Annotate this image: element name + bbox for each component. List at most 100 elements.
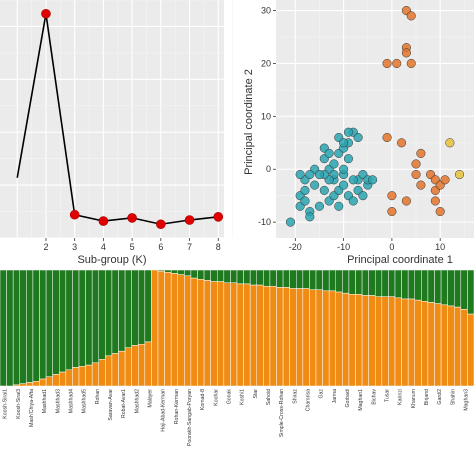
structure-bar-green-segment	[249, 269, 258, 286]
line-path	[16, 13, 219, 226]
structure-bar-orange-segment	[138, 343, 146, 387]
structure-bar-green-segment	[296, 269, 304, 289]
structure-bar-green-segment	[78, 269, 86, 367]
structure-bar-green-segment	[85, 269, 93, 366]
scatter-y-axis-title: Principal coordinate 2	[243, 69, 255, 175]
structure-bar-orange-segment	[52, 374, 60, 387]
scatter-point	[300, 196, 310, 206]
structure-bar-orange-segment	[454, 306, 462, 387]
structure-bar-green-segment	[223, 269, 231, 284]
structure-bar-green-segment	[190, 269, 198, 279]
structure-category-label: Haji-Abad-Kerman	[161, 389, 167, 432]
structure-bar-green-segment	[131, 269, 139, 346]
line-series	[16, 8, 224, 230]
structure-bar-green-segment	[12, 269, 21, 386]
structure-bar-green-segment	[348, 269, 356, 295]
structure-category-labels: Koosh-Sirai1 Koosh-Sirai3 Mash'Chiya-Afta M…	[3, 389, 470, 447]
structure-bar-green-segment	[355, 269, 363, 295]
structure-bar-orange-segment	[32, 381, 40, 387]
scatter-point	[411, 159, 421, 169]
structure-bar-green-segment	[269, 269, 277, 287]
structure-category-label: Mashhad1	[42, 389, 48, 413]
structure-bar-green-segment	[335, 269, 343, 293]
structure-bar-orange-segment	[151, 269, 159, 387]
structure-bar-orange-segment	[427, 302, 435, 387]
structure-bar-orange-segment	[440, 304, 448, 387]
structure-bar-orange-segment	[282, 287, 290, 387]
structure-bar-green-segment	[342, 269, 350, 294]
structure-bar-orange-segment	[407, 298, 415, 387]
structure-bar-green-segment	[309, 269, 317, 290]
scatter-x-axis-title: Principal coordinate 1	[347, 254, 453, 266]
structure-bar-orange-segment	[184, 275, 192, 387]
line-x-tick-label: 7	[187, 242, 192, 252]
structure-bar-green-segment	[407, 269, 415, 300]
structure-bar-orange-segment	[348, 294, 356, 387]
structure-category-label: Mashhad3	[55, 389, 61, 413]
structure-bar-green-segment	[217, 269, 225, 282]
structure-bar-green-segment	[98, 269, 106, 360]
scatter-x-tick-label: -10	[337, 242, 350, 252]
structure-bar-green-segment	[276, 269, 284, 288]
structure-bar-orange-segment	[388, 296, 396, 387]
line-x-tick-labels: 2 3 4 5 6 7 8	[43, 238, 221, 252]
structure-bar-green-segment	[427, 269, 435, 303]
structure-bar-green-segment	[263, 269, 271, 287]
structure-category-label: Saravan-Avar	[108, 389, 114, 421]
structure-bar-green-segment	[460, 269, 468, 310]
scatter-point	[305, 212, 315, 222]
scatter-point	[285, 217, 296, 227]
structure-bar-green-segment	[256, 269, 264, 286]
line-x-tick-label: 2	[43, 242, 48, 252]
structure-bar-orange-segment	[296, 288, 304, 387]
structure-bar-green-segment	[282, 269, 290, 288]
structure-bar-orange-segment	[72, 367, 80, 387]
scatter-point	[305, 169, 315, 180]
scatter-point	[411, 169, 421, 180]
structure-category-label: Simple-Cross-Rohan	[279, 389, 285, 437]
structure-bar-green-segment	[177, 269, 185, 275]
scatter-y-tick-label: 10	[261, 111, 271, 121]
structure-bar-orange-segment	[105, 355, 113, 387]
structure-category-label: Koosh-Sirai1	[3, 389, 9, 419]
structure-bar-orange-segment	[59, 371, 67, 387]
structure-bar-orange-segment	[12, 384, 21, 387]
structure-bar-orange-segment	[368, 295, 376, 387]
structure-bar-orange-segment	[164, 272, 172, 387]
structure-category-label: Khanum	[411, 389, 417, 408]
structure-bar-green-segment	[467, 269, 474, 315]
structure-category-label: Gonak	[226, 389, 232, 405]
scatter-point	[445, 138, 455, 148]
structure-bar-green-segment	[91, 269, 99, 364]
structure-category-label: Koshi1	[240, 389, 246, 405]
structure-bar-orange-segment	[355, 294, 363, 387]
structure-bar-orange-segment	[85, 364, 93, 387]
structure-bar-green-segment	[381, 269, 389, 297]
line-point	[156, 219, 166, 230]
structure-bar-green-segment	[388, 269, 396, 297]
structure-category-label: Jarma	[332, 389, 338, 404]
scatter-point	[382, 132, 392, 143]
structure-bar-orange-segment	[269, 285, 277, 387]
structure-category-label: Mashhad2	[134, 389, 140, 413]
structure-bar-orange-segment	[421, 301, 429, 387]
line-plot-background	[0, 0, 224, 238]
structure-category-label: Chamrisa	[305, 389, 311, 411]
structure-bar-chart: Koosh-Sirai1 Koosh-Sirai3 Mash'Chiya-Afta M…	[0, 269, 474, 447]
scatter-point	[401, 196, 411, 206]
structure-bar-orange-segment	[91, 362, 99, 387]
structure-bar-green-segment	[421, 269, 429, 302]
structure-bar-orange-segment	[276, 287, 284, 387]
structure-category-label: Gardi2	[437, 389, 443, 405]
structure-bar-green-segment	[59, 269, 67, 373]
k-selection-line-chart: 2 3 4 5 6 7 8 Sub-group (K)	[0, 0, 233, 266]
structure-bar-orange-segment	[335, 291, 343, 387]
structure-category-label: Shiraz	[292, 389, 298, 404]
line-x-tick-label: 4	[101, 242, 106, 252]
structure-bar-orange-segment	[401, 298, 409, 387]
line-grid	[0, 0, 233, 239]
pcoa-scatter-chart: -20 -10 0 10 -10 0 10 20 30 Principal coordinat…	[243, 0, 474, 266]
structure-bar-orange-segment	[26, 382, 34, 387]
structure-bar-orange-segment	[111, 353, 119, 387]
structure-bar-orange-segment	[322, 290, 330, 387]
